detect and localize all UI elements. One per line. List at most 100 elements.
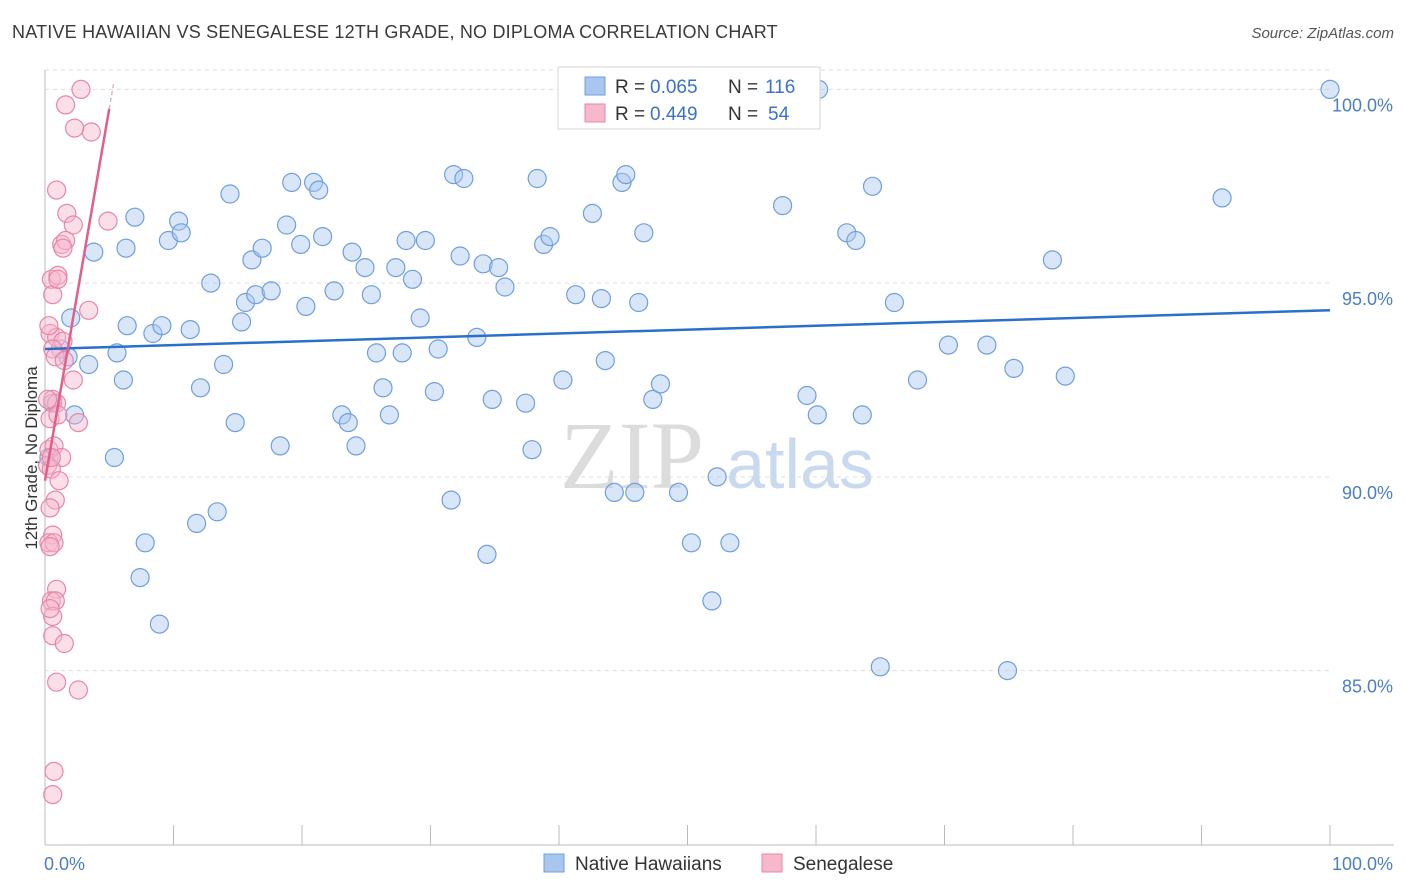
native-hawaiian-point-53 xyxy=(402,269,423,289)
native-hawaiian-point-14 xyxy=(152,316,172,336)
native-hawaiian-point-41 xyxy=(332,405,352,425)
senegalese-point-3 xyxy=(64,118,85,138)
native-hawaiian-point-104 xyxy=(1004,358,1024,378)
watermark-atlas: atlas xyxy=(726,425,874,503)
native-hawaiian-point-57 xyxy=(428,339,448,359)
native-hawaiian-point-105 xyxy=(1042,250,1063,270)
native-hawaiian-point-31 xyxy=(261,281,281,301)
senegalese-point-52 xyxy=(49,471,69,491)
senegalese-point-5 xyxy=(57,203,77,223)
legend-top: R = 0.065 N = 116 R = 0.449 N = 54 xyxy=(557,66,821,130)
native-hawaiian-point-45 xyxy=(355,258,375,278)
watermark: ZIP atlas xyxy=(560,402,874,509)
native-hawaiian-point-69 xyxy=(522,440,542,460)
native-hawaiian-point-7 xyxy=(116,238,136,258)
native-hawaiian-point-18 xyxy=(180,320,200,340)
legend-bottom-senegalese: Senegalese xyxy=(793,854,893,875)
native-hawaiian-point-2 xyxy=(79,354,99,375)
senegalese-point-21 xyxy=(63,370,83,390)
native-hawaiian-point-92 xyxy=(797,385,817,406)
chart-title: NATIVE HAWAIIAN VS SENEGALESE 12TH GRADE… xyxy=(12,22,778,42)
native-hawaiian-point-5 xyxy=(107,343,127,363)
native-hawaiian-point-82 xyxy=(629,292,649,313)
native-hawaiian-point-47 xyxy=(366,343,387,363)
native-hawaiian-point-72 xyxy=(540,227,560,247)
native-hawaiian-point-52 xyxy=(396,230,416,251)
native-hawaiian-point-22 xyxy=(207,502,227,522)
native-hawaiian-point-25 xyxy=(225,413,245,433)
legend-r-value-1: 0.065 xyxy=(650,77,698,98)
trend-line-senegalese xyxy=(43,108,111,481)
native-hawaiian-point-19 xyxy=(187,513,207,534)
native-hawaiian-point-64 xyxy=(477,544,497,565)
legend-bottom-swatch-blue xyxy=(543,853,565,873)
native-hawaiian-point-4 xyxy=(104,447,125,468)
senegalese-point-45 xyxy=(68,680,89,700)
legend-r-value-2: 0.449 xyxy=(650,104,698,125)
legend-bottom: Native Hawaiians Senegalese xyxy=(543,853,893,875)
y-axis-title: 12th Grade, No Diploma xyxy=(22,366,41,550)
native-hawaiian-point-58 xyxy=(441,490,461,510)
y-tick-label-1: 90.0% xyxy=(1342,483,1393,503)
tick-labels: 85.0% 90.0% 95.0% 100.0% 0.0% 100.0% xyxy=(44,95,1393,874)
native-hawaiian-point-101 xyxy=(938,335,959,355)
native-hawaiian-point-95 xyxy=(846,230,866,251)
native-hawaiian-point-63 xyxy=(473,254,493,274)
senegalese-point-43 xyxy=(54,633,74,654)
senegalese-point-53 xyxy=(40,536,60,557)
legend-swatch-pink xyxy=(584,103,606,123)
senegalese-point-40 xyxy=(43,606,63,627)
native-hawaiian-point-42 xyxy=(338,413,358,433)
native-hawaiian-point-55 xyxy=(415,230,435,251)
native-hawaiian-point-103 xyxy=(997,660,1018,681)
native-hawaiian-point-77 xyxy=(595,351,615,371)
native-hawaiian-point-39 xyxy=(313,227,333,247)
senegalese-point-48 xyxy=(48,269,68,289)
native-hawaiian-point-68 xyxy=(515,393,536,413)
native-hawaiian-point-30 xyxy=(252,238,272,258)
senegalese-point-51 xyxy=(41,447,62,468)
senegalese-point-13 xyxy=(43,285,63,305)
senegalese-point-33 xyxy=(40,498,60,518)
y-tick-label-2: 95.0% xyxy=(1342,289,1393,309)
native-hawaiian-point-81 xyxy=(625,482,645,502)
native-hawaiian-point-10 xyxy=(130,567,150,588)
native-hawaiian-point-108 xyxy=(1320,79,1340,100)
native-hawaiian-point-102 xyxy=(977,335,997,355)
native-hawaiian-point-50 xyxy=(386,258,406,278)
native-hawaiian-point-65 xyxy=(482,389,502,409)
native-hawaiian-point-89 xyxy=(707,467,727,487)
native-hawaiian-point-110 xyxy=(61,308,81,328)
senegalese-point-41 xyxy=(40,598,60,619)
senegalese-point-44 xyxy=(46,672,67,692)
native-hawaiian-point-36 xyxy=(296,296,316,316)
native-hawaiian-point-8 xyxy=(117,316,137,336)
legend-r-label-1: R = xyxy=(615,77,645,98)
native-hawaiian-point-80 xyxy=(616,165,636,185)
native-hawaiian-point-88 xyxy=(702,591,722,611)
native-hawaiian-point-17 xyxy=(171,223,191,243)
senegalese-point-7 xyxy=(63,215,83,235)
native-hawaiian-point-78 xyxy=(604,482,624,502)
native-hawaiian-point-107 xyxy=(1212,188,1232,208)
native-hawaiian-point-21 xyxy=(201,273,221,293)
native-hawaiian-point-13 xyxy=(149,614,169,634)
legend-swatch-blue xyxy=(584,76,606,96)
native-hawaiian-point-29 xyxy=(246,285,266,305)
legend-bottom-swatch-pink xyxy=(761,853,783,873)
senegalese-point-26 xyxy=(68,413,89,433)
legend-n-label-2: N = xyxy=(728,104,758,125)
trend-lines xyxy=(43,81,1331,481)
senegalese-point-1 xyxy=(81,122,101,142)
y-tick-label-0: 85.0% xyxy=(1342,677,1393,697)
senegalese-point-14 xyxy=(79,300,99,320)
legend-n-label-1: N = xyxy=(728,77,758,98)
native-hawaiian-point-6 xyxy=(113,370,134,390)
native-hawaiian-point-87 xyxy=(681,533,702,553)
native-hawaiian-point-74 xyxy=(566,285,586,305)
native-hawaiian-point-35 xyxy=(291,234,311,254)
native-hawaiian-point-83 xyxy=(634,223,654,243)
native-hawaiian-point-91 xyxy=(772,196,793,216)
native-hawaiian-point-90 xyxy=(720,533,740,553)
